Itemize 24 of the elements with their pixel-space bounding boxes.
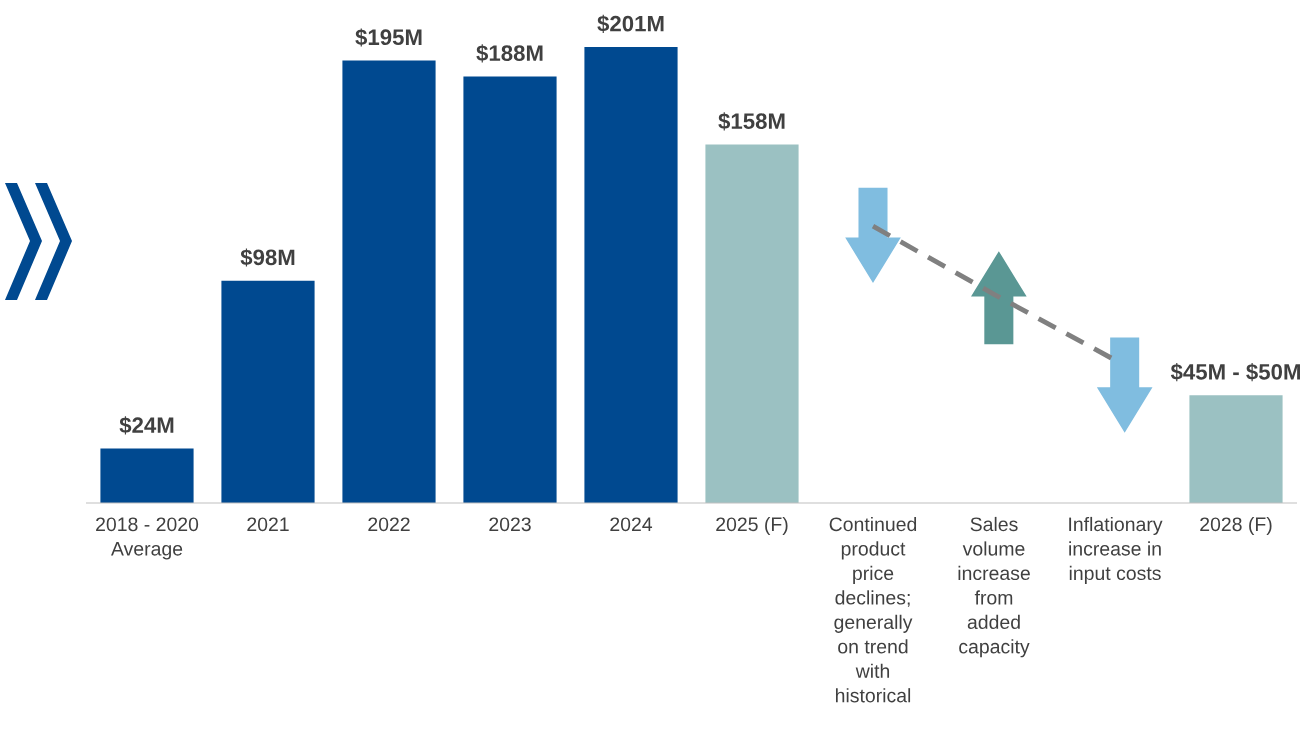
- data-label: $201M: [597, 14, 664, 33]
- bar: [221, 280, 315, 503]
- x-tick-label: 2022: [368, 517, 410, 532]
- x-tick-label: Sales volume increase from added capacity: [958, 516, 1030, 658]
- data-label: $188M: [476, 44, 543, 63]
- bar: [100, 448, 194, 503]
- bar: [584, 47, 678, 503]
- x-tick-label: Inflationary increase in input costs: [1069, 516, 1163, 584]
- x-tick-label: 2025 (F): [716, 516, 788, 536]
- x-tick-label: 2028 (F): [1200, 516, 1272, 536]
- x-tick-label: 2023: [489, 517, 531, 532]
- x-tick-label: 2024: [610, 517, 653, 532]
- annotation: $45M - $50M: [1170, 363, 1300, 382]
- bar: [1189, 395, 1283, 503]
- x-tick-label: Continued product price declines; generally on trend with historical: [829, 516, 917, 703]
- data-label: $24M: [119, 416, 174, 435]
- bar: [705, 144, 799, 503]
- bar: [463, 76, 557, 503]
- x-tick-label: 2018 - 2020 Average: [96, 517, 199, 560]
- x-tick-label: 2021: [247, 517, 289, 532]
- data-label: $98M: [240, 248, 295, 267]
- data-label: $158M: [718, 112, 785, 131]
- data-label: $195M: [355, 28, 422, 47]
- bar: [342, 60, 436, 503]
